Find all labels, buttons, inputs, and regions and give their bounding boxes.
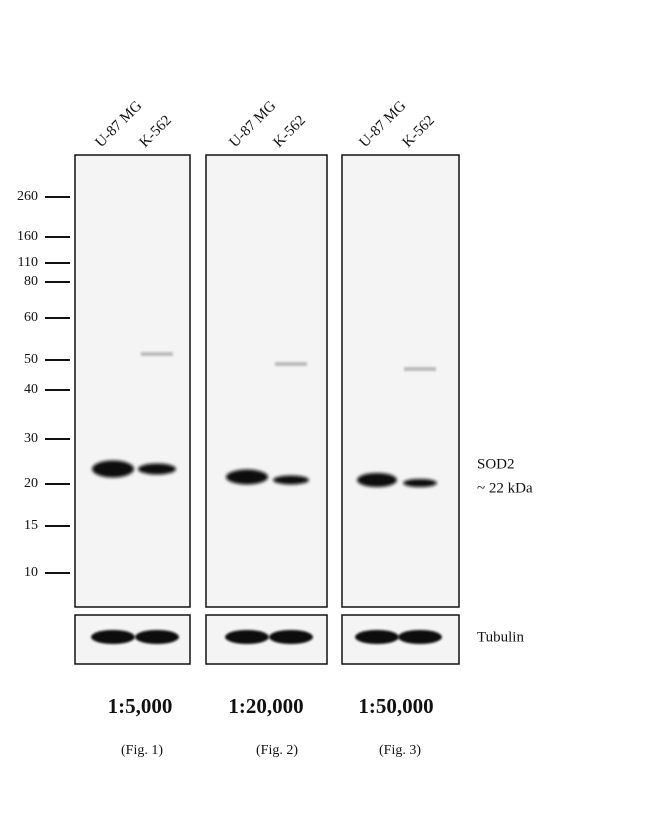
faint-band	[141, 352, 173, 356]
lane-label: K-562	[400, 112, 438, 150]
dilution: 1:50,000	[358, 694, 433, 718]
marker-label: 15	[24, 518, 38, 533]
faint-band	[275, 362, 307, 366]
target-name: SOD2	[477, 456, 515, 472]
marker-label: 30	[24, 431, 38, 446]
band	[403, 479, 437, 487]
marker-label: 260	[17, 189, 38, 204]
figure-label: (Fig. 1)	[121, 743, 163, 758]
lane-label: U-87 MG	[93, 98, 146, 151]
marker-label: 20	[24, 476, 38, 491]
marker-label: 50	[24, 352, 38, 367]
lane-label: U-87 MG	[227, 98, 280, 151]
band	[273, 475, 309, 485]
dilution: 1:5,000	[108, 694, 173, 718]
tubulin-band	[135, 630, 179, 644]
marker-label: 80	[24, 274, 38, 289]
marker-label: 10	[24, 565, 38, 580]
marker-label: 160	[17, 229, 38, 244]
band	[226, 469, 268, 485]
tubulin-band	[398, 630, 442, 644]
band	[138, 463, 176, 475]
marker-label: 110	[18, 255, 38, 270]
blot-panel	[205, 154, 328, 608]
loading-control: Tubulin	[477, 629, 524, 645]
band	[92, 460, 134, 478]
target-size: ~ 22 kDa	[477, 480, 533, 496]
marker-label: 60	[24, 310, 38, 325]
marker-label: 40	[24, 382, 38, 397]
figure-label: (Fig. 3)	[379, 743, 421, 758]
tubulin-band	[225, 630, 269, 644]
blot-panel	[341, 154, 460, 608]
band	[357, 473, 397, 487]
dilution: 1:20,000	[228, 694, 303, 718]
figure-label: (Fig. 2)	[256, 743, 298, 758]
tubulin-band	[355, 630, 399, 644]
lane-label: K-562	[137, 112, 175, 150]
blot-panel	[74, 154, 191, 608]
tubulin-band	[269, 630, 313, 644]
tubulin-band	[91, 630, 135, 644]
lane-label: K-562	[271, 112, 309, 150]
faint-band	[404, 367, 436, 371]
